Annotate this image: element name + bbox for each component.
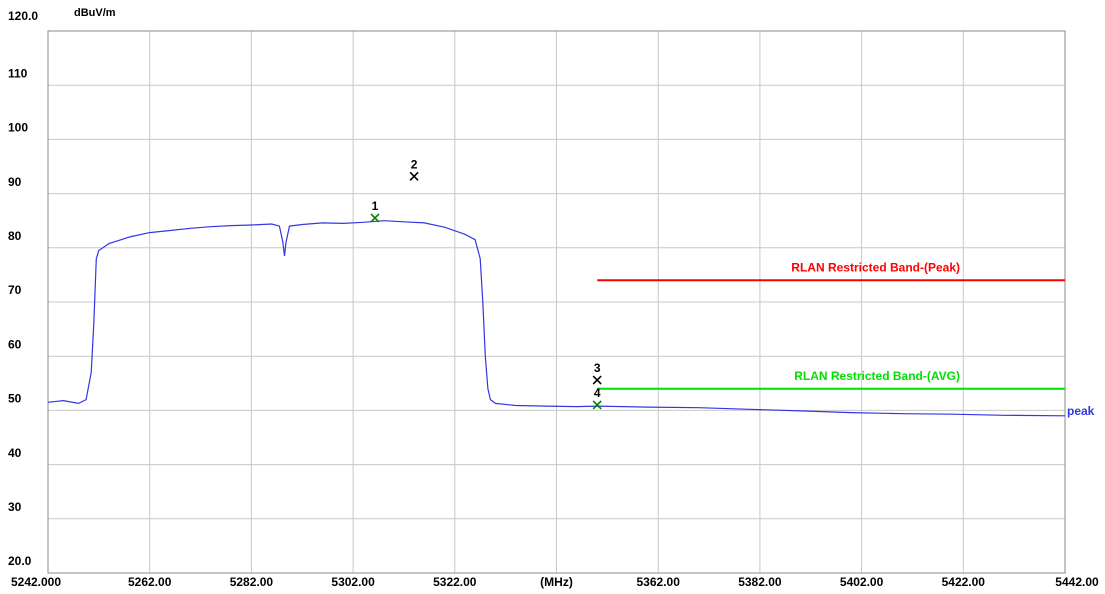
marker-label: 1 [372, 199, 379, 213]
marker [592, 400, 602, 410]
y-axis-label: dBuV/m [74, 7, 116, 19]
x-tick-label: 5282.00 [230, 575, 274, 589]
y-tick-label: 80 [8, 229, 22, 243]
x-tick-label: 5242.000 [11, 575, 61, 589]
y-tick-label: 30 [8, 500, 22, 514]
series-label: peak [1067, 404, 1095, 418]
x-tick-label: 5302.00 [331, 575, 375, 589]
y-tick-label: 120.0 [8, 9, 38, 23]
x-tick-label: 5382.00 [738, 575, 782, 589]
marker-label: 3 [594, 361, 601, 375]
series-label: RLAN Restricted Band-(Peak) [791, 260, 960, 274]
x-tick-label: 5322.00 [433, 575, 477, 589]
marker-label: 4 [594, 386, 601, 400]
y-tick-label: 40 [8, 446, 22, 460]
x-tick-label: 5362.00 [637, 575, 681, 589]
x-tick-label: 5402.00 [840, 575, 884, 589]
y-tick-label: 110 [8, 66, 28, 80]
y-tick-label: 20.0 [8, 554, 32, 568]
x-tick-label: 5422.00 [942, 575, 986, 589]
y-tick-label: 50 [8, 392, 22, 406]
marker [409, 171, 419, 181]
x-tick-label: (MHz) [540, 575, 573, 589]
plot-frame [47, 30, 1066, 574]
x-tick-label: 5442.00 [1055, 575, 1099, 589]
marker-label: 2 [411, 157, 418, 171]
marker [370, 213, 380, 223]
y-tick-label: 100 [8, 121, 28, 135]
series-label: RLAN Restricted Band-(AVG) [794, 369, 960, 383]
y-tick-label: 70 [8, 283, 22, 297]
y-tick-label: 90 [8, 175, 22, 189]
marker [592, 375, 602, 385]
x-tick-label: 5262.00 [128, 575, 172, 589]
y-tick-label: 60 [8, 337, 22, 351]
series-line [47, 220, 1066, 417]
